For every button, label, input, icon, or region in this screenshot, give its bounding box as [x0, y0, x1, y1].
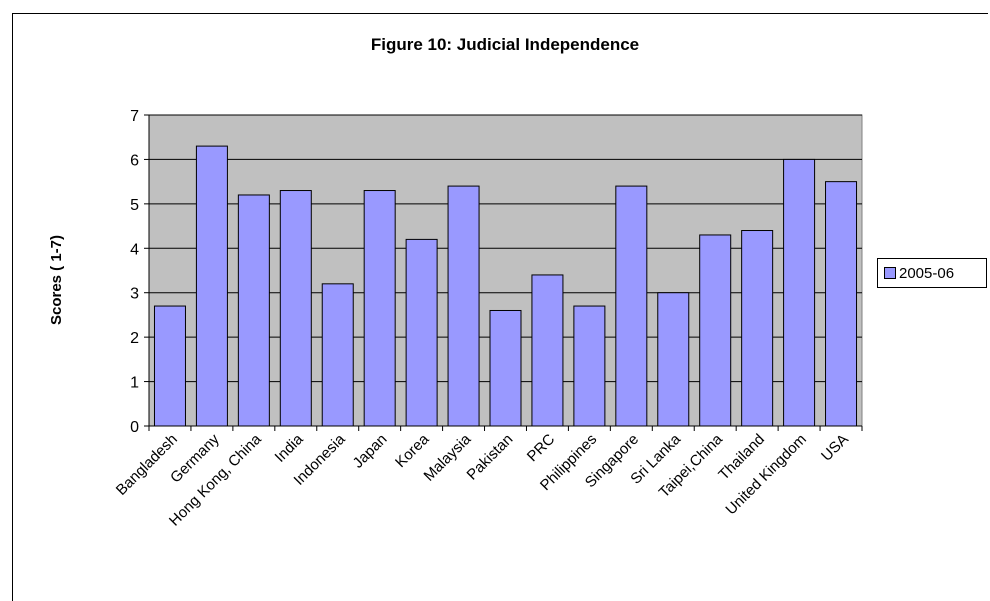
y-tick-label: 7 — [130, 108, 139, 125]
bar — [783, 158, 816, 427]
bar — [741, 230, 774, 427]
x-tick-label: India — [272, 430, 307, 465]
bar — [153, 305, 186, 427]
legend: 2005-06 — [877, 258, 987, 288]
y-tick-label: 1 — [130, 375, 139, 392]
x-tick-label: Bangladesh — [113, 431, 181, 499]
x-tick-label: USA — [818, 431, 852, 465]
bar — [825, 181, 858, 427]
y-tick-label: 5 — [130, 197, 139, 214]
bar — [363, 190, 396, 427]
x-tick-label: Malaysia — [421, 430, 475, 484]
bar — [615, 185, 648, 427]
bar — [321, 283, 354, 427]
bar — [699, 234, 732, 427]
bar — [531, 274, 564, 427]
bar — [237, 194, 270, 427]
x-tick-label: PRC — [524, 431, 559, 466]
x-tick-label: Japan — [350, 431, 391, 472]
chart-frame — [12, 13, 988, 601]
bar — [279, 190, 312, 427]
y-tick-label: 3 — [130, 286, 139, 303]
y-tick-label: 2 — [130, 330, 139, 347]
chart-title: Figure 10: Judicial Independence — [370, 35, 640, 54]
bar — [657, 292, 690, 427]
bar — [573, 305, 606, 427]
bar — [489, 309, 522, 427]
legend-label: 2005-06 — [899, 264, 955, 282]
y-tick-label: 6 — [130, 152, 139, 169]
bar — [405, 238, 438, 427]
bar — [195, 145, 228, 427]
y-tick-label: 4 — [130, 241, 139, 258]
bar — [447, 185, 480, 427]
x-tick-label: Pakistan — [464, 431, 517, 484]
y-tick-label: 0 — [130, 419, 139, 436]
legend-swatch — [884, 267, 896, 279]
